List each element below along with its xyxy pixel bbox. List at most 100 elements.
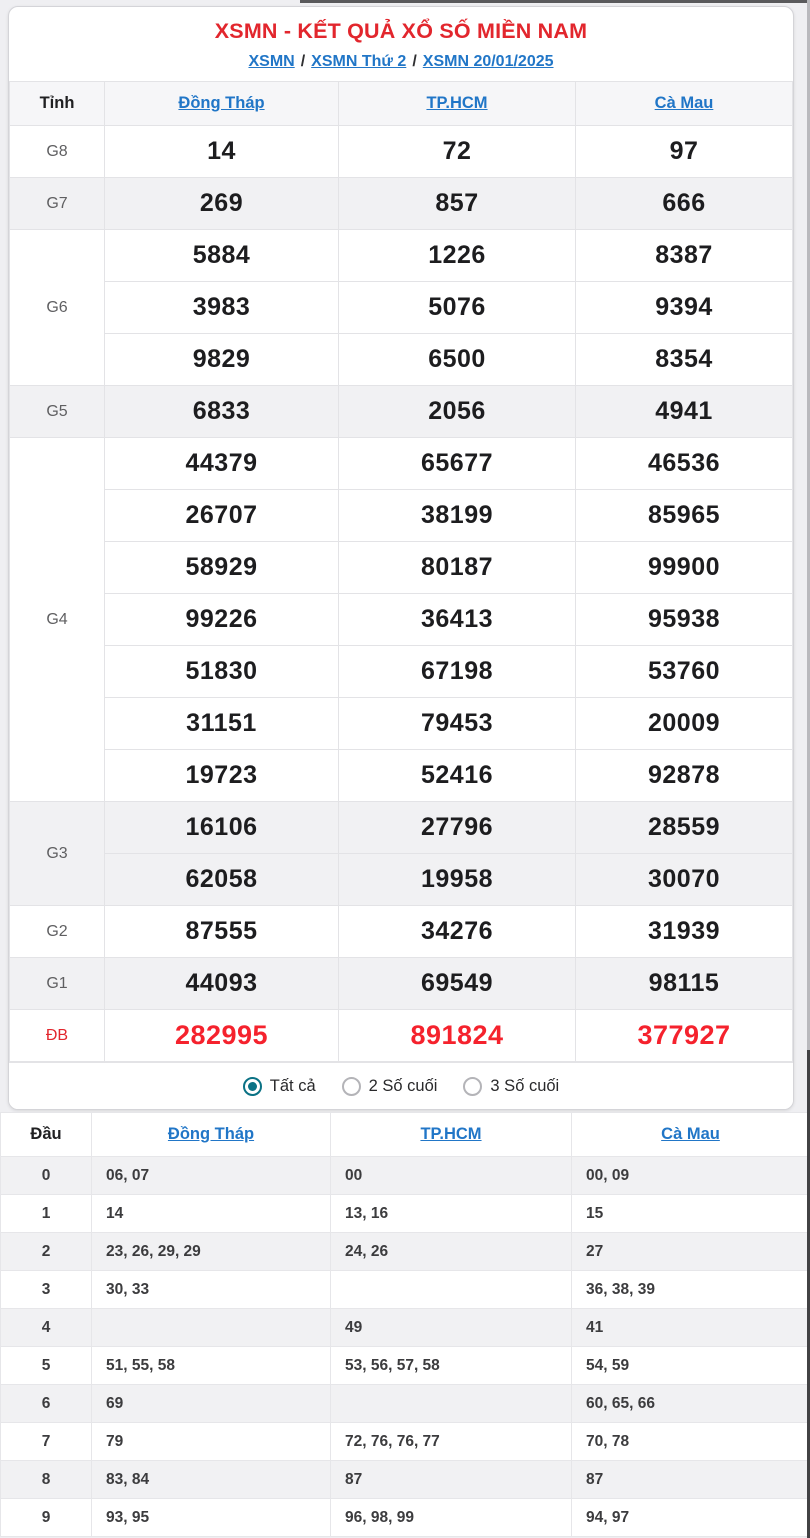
heads-row: 3 30, 33 36, 38, 39 bbox=[0, 1270, 810, 1309]
prize-number: 69549 bbox=[338, 957, 576, 1010]
prize-number: 44093 bbox=[104, 957, 339, 1010]
prize-label-g7: G7 bbox=[9, 177, 105, 230]
table-row: G1 44093 69549 98115 bbox=[9, 957, 793, 1010]
heads-province-link-dong-thap[interactable]: Đồng Tháp bbox=[167, 1125, 255, 1143]
heads-row: 8 83, 84 87 87 bbox=[0, 1460, 810, 1499]
table-row: G5 6833 2056 4941 bbox=[9, 385, 793, 438]
prize-number: 85965 bbox=[575, 489, 793, 542]
head-values bbox=[330, 1270, 572, 1309]
radio-icon[interactable] bbox=[463, 1076, 483, 1096]
head-digit: 2 bbox=[0, 1232, 92, 1271]
prize-number: 46536 bbox=[575, 437, 793, 490]
radio-option-2-last-digits[interactable]: 2 Số cuối bbox=[341, 1076, 437, 1096]
head-digit: 0 bbox=[0, 1156, 92, 1195]
province-link-tphcm[interactable]: TP.HCM bbox=[426, 94, 488, 112]
heads-province-link-tphcm[interactable]: TP.HCM bbox=[420, 1125, 482, 1143]
prize-number: 79453 bbox=[338, 697, 576, 750]
head-values: 00 bbox=[330, 1156, 572, 1195]
table-row: 3983 5076 9394 bbox=[9, 281, 793, 334]
heads-row: 6 69 60, 65, 66 bbox=[0, 1384, 810, 1423]
table-row: G6 5884 1226 8387 bbox=[9, 229, 793, 386]
prize-number: 19958 bbox=[338, 853, 576, 906]
head-values: 87 bbox=[330, 1460, 572, 1499]
prize-number: 72 bbox=[338, 125, 576, 178]
head-digit: 7 bbox=[0, 1422, 92, 1461]
head-values: 53, 56, 57, 58 bbox=[330, 1346, 572, 1385]
table-row: G7 269 857 666 bbox=[9, 177, 793, 230]
table-row: 51830 67198 53760 bbox=[9, 645, 793, 698]
page-title: XSMN - KẾT QUẢ XỔ SỐ MIỀN NAM bbox=[214, 19, 588, 43]
radio-icon[interactable] bbox=[341, 1076, 361, 1096]
prize-label-g3: G3 bbox=[9, 801, 105, 906]
head-values: 60, 65, 66 bbox=[571, 1384, 810, 1423]
head-values: 23, 26, 29, 29 bbox=[91, 1232, 331, 1271]
table-row: G4 44379 65677 46536 bbox=[9, 437, 793, 802]
radio-option-3-last-digits[interactable]: 3 Số cuối bbox=[463, 1076, 560, 1096]
special-prize-number: 891824 bbox=[338, 1009, 576, 1062]
breadcrumb-separator: / bbox=[412, 53, 417, 70]
prize-number: 38199 bbox=[338, 489, 576, 542]
heads-header-row: Đầu Đồng Tháp TP.HCM Cà Mau bbox=[0, 1112, 810, 1157]
prize-number: 28559 bbox=[575, 801, 793, 854]
head-values: 79 bbox=[91, 1422, 331, 1461]
breadcrumb-link-weekday[interactable]: XSMN Thứ 2 bbox=[311, 53, 407, 70]
heads-province-link-ca-mau[interactable]: Cà Mau bbox=[661, 1125, 720, 1143]
heads-row: 9 93, 95 96, 98, 99 94, 97 bbox=[0, 1498, 810, 1537]
breadcrumb: XSMN / XSMN Thứ 2 / XSMN 20/01/2025 bbox=[19, 53, 783, 71]
head-values: 69 bbox=[91, 1384, 331, 1423]
prize-number: 16106 bbox=[104, 801, 339, 854]
filter-radio-group: Tất cả 2 Số cuối 3 Số cuối bbox=[9, 1062, 793, 1109]
prize-number: 58929 bbox=[104, 541, 339, 594]
prize-number: 8387 bbox=[575, 229, 793, 282]
prize-number: 1226 bbox=[338, 229, 576, 282]
prize-number: 99900 bbox=[575, 541, 793, 594]
head-digit: 6 bbox=[0, 1384, 92, 1423]
prize-number: 87555 bbox=[104, 905, 339, 958]
prize-label-g8: G8 bbox=[9, 125, 105, 178]
table-row: 19723 52416 92878 bbox=[9, 749, 793, 802]
prize-number: 62058 bbox=[104, 853, 339, 906]
prize-number: 857 bbox=[338, 177, 576, 230]
radio-selected-icon[interactable] bbox=[242, 1076, 262, 1096]
radio-option-all[interactable]: Tất cả bbox=[242, 1076, 316, 1096]
prize-number: 666 bbox=[575, 177, 793, 230]
prize-label-db: ĐB bbox=[9, 1009, 105, 1062]
head-digit: 5 bbox=[0, 1346, 92, 1385]
special-prize-number: 282995 bbox=[104, 1009, 339, 1062]
prize-label-g1: G1 bbox=[9, 957, 105, 1010]
prize-number: 19723 bbox=[104, 749, 339, 802]
heads-row: 1 14 13, 16 15 bbox=[0, 1194, 810, 1233]
card-header: XSMN - KẾT QUẢ XỔ SỐ MIỀN NAM XSMN / XSMN … bbox=[9, 7, 793, 81]
prize-number: 34276 bbox=[338, 905, 576, 958]
results-corner-label: Tỉnh bbox=[9, 81, 105, 126]
breadcrumb-link-xsmn[interactable]: XSMN bbox=[248, 53, 295, 70]
prize-number: 44379 bbox=[104, 437, 339, 490]
table-row: 58929 80187 99900 bbox=[9, 541, 793, 594]
head-values bbox=[91, 1308, 331, 1347]
head-digit: 9 bbox=[0, 1498, 92, 1537]
province-link-dong-thap[interactable]: Đồng Tháp bbox=[178, 94, 265, 112]
radio-label: Tất cả bbox=[269, 1076, 316, 1095]
prize-number: 36413 bbox=[338, 593, 576, 646]
prize-number: 92878 bbox=[575, 749, 793, 802]
head-values: 51, 55, 58 bbox=[91, 1346, 331, 1385]
scrollbar-thumb[interactable] bbox=[807, 1050, 810, 1538]
head-values: 70, 78 bbox=[571, 1422, 810, 1461]
heads-row: 4 49 41 bbox=[0, 1308, 810, 1347]
prize-number: 98115 bbox=[575, 957, 793, 1010]
province-header: Đồng Tháp bbox=[104, 81, 339, 126]
heads-corner-label: Đầu bbox=[0, 1112, 92, 1157]
prize-label-g4: G4 bbox=[9, 437, 105, 802]
breadcrumb-link-date[interactable]: XSMN 20/01/2025 bbox=[422, 53, 554, 70]
prize-number: 27796 bbox=[338, 801, 576, 854]
table-row: 31151 79453 20009 bbox=[9, 697, 793, 750]
head-values: 06, 07 bbox=[91, 1156, 331, 1195]
prize-label-g6: G6 bbox=[9, 229, 105, 386]
prize-number: 95938 bbox=[575, 593, 793, 646]
radio-label: 3 Số cuối bbox=[490, 1076, 560, 1095]
head-values: 14 bbox=[91, 1194, 331, 1233]
head-values: 96, 98, 99 bbox=[330, 1498, 572, 1537]
province-link-ca-mau[interactable]: Cà Mau bbox=[654, 94, 714, 112]
heads-row: 5 51, 55, 58 53, 56, 57, 58 54, 59 bbox=[0, 1346, 810, 1385]
table-row: G3 16106 27796 28559 bbox=[9, 801, 793, 906]
